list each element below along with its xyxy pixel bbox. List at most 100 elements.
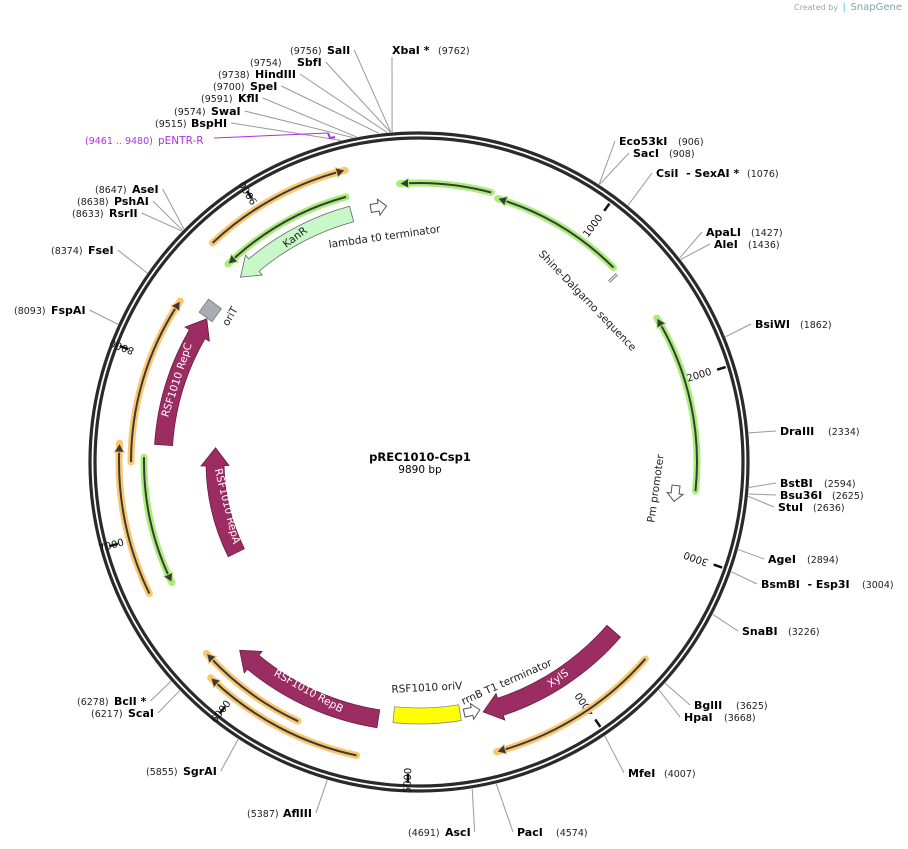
arrowhead-icon bbox=[496, 195, 509, 207]
feature-arrow-green-2[interactable] bbox=[494, 194, 617, 272]
enzyme-name: StuI bbox=[778, 501, 803, 514]
enzyme-site[interactable]: FseI (8374) bbox=[51, 244, 114, 257]
enzyme-leader-line bbox=[150, 680, 172, 702]
arrowhead-icon bbox=[398, 177, 410, 190]
enzyme-name: SbfI bbox=[297, 56, 322, 69]
enzyme-site[interactable]: SgrAI (5855) bbox=[146, 765, 217, 778]
enzyme-position: (1862) bbox=[800, 320, 832, 331]
enzyme-site[interactable]: SnaBI (3226) bbox=[742, 625, 820, 638]
enzyme-site[interactable]: StuI (2636) bbox=[778, 501, 845, 514]
enzyme-site[interactable]: KflI (9591) bbox=[201, 92, 259, 105]
feature-label-rsf1010-oriv[interactable]: RSF1010 oriV bbox=[391, 680, 463, 696]
enzyme-site[interactable]: BsmBI - Esp3I (3004) bbox=[761, 578, 894, 591]
enzyme-site[interactable]: DraIII (2334) bbox=[780, 425, 860, 438]
enzyme-site[interactable]: SpeI (9700) bbox=[213, 80, 277, 93]
feature-orit[interactable] bbox=[198, 298, 223, 323]
feature-label-orit[interactable]: oriT bbox=[220, 304, 241, 328]
feature-rsf1010-repb[interactable] bbox=[239, 649, 381, 729]
enzyme-leader-line bbox=[748, 495, 775, 508]
enzyme-name: BstBI bbox=[780, 477, 813, 490]
enzyme-site[interactable]: RsrII (8633) bbox=[72, 207, 138, 220]
feature-label-pm-promoter[interactable]: Pm promoter bbox=[645, 453, 667, 523]
enzyme-leader-line bbox=[627, 172, 653, 206]
enzyme-site[interactable]: AgeI (2894) bbox=[768, 553, 839, 566]
enzyme-site[interactable]: ScaI (6217) bbox=[91, 707, 154, 720]
feature-arrow-orange-1[interactable] bbox=[493, 655, 649, 756]
feature-rsf1010-oriv[interactable] bbox=[392, 704, 462, 725]
enzyme-site[interactable]: HpaI (3668) bbox=[684, 711, 756, 724]
feature-rsf1010-repc[interactable] bbox=[154, 318, 210, 447]
enzyme-leader-line bbox=[495, 783, 514, 833]
enzyme-site[interactable]: BglII (3625) bbox=[694, 699, 768, 712]
feature-arrow-orange-5[interactable] bbox=[127, 297, 184, 466]
feature-rsf1010-repa[interactable] bbox=[200, 447, 245, 558]
enzyme-name: RsrII bbox=[109, 207, 138, 220]
enzyme-site[interactable]: HindIII (9738) bbox=[218, 68, 296, 81]
enzyme-site[interactable]: BsiWI (1862) bbox=[755, 318, 832, 331]
pm-promoter-icon[interactable] bbox=[665, 484, 685, 503]
feature-arrow-orange-3[interactable] bbox=[207, 674, 361, 759]
primer-leader-line bbox=[213, 132, 329, 139]
feature-xyls[interactable] bbox=[482, 624, 622, 721]
feature-arrow-green-5[interactable] bbox=[224, 193, 350, 268]
enzyme-site[interactable]: AleI (1436) bbox=[714, 238, 780, 251]
enzyme-site[interactable]: PacI (4574) bbox=[517, 826, 588, 839]
enzyme-leader-line bbox=[152, 200, 183, 231]
tick-mark bbox=[603, 202, 611, 212]
feature-arrow-orange-4[interactable] bbox=[113, 439, 153, 598]
arrowhead-icon bbox=[205, 652, 218, 665]
enzyme-site[interactable]: BclI * (6278) bbox=[77, 695, 147, 708]
feature-arrow-green-1[interactable] bbox=[396, 177, 495, 197]
enzyme-site[interactable]: AflIII (5387) bbox=[247, 807, 312, 820]
enzyme-leader-line bbox=[748, 482, 777, 489]
tick-label: 5000 bbox=[402, 768, 414, 794]
enzyme-site[interactable]: MfeI (4007) bbox=[628, 767, 696, 780]
enzyme-site[interactable]: SacI (908) bbox=[633, 147, 695, 160]
enzyme-leader-line bbox=[231, 122, 341, 141]
enzyme-site[interactable]: CsiI - SexAI * (1076) bbox=[656, 167, 779, 180]
enzyme-site[interactable]: ApaLI (1427) bbox=[706, 226, 783, 239]
watermark-prefix: Created by bbox=[794, 3, 839, 12]
enzyme-site[interactable]: FspAI (8093) bbox=[14, 304, 86, 317]
enzyme-leader-line bbox=[117, 249, 148, 274]
feature-arrow-orange-2[interactable] bbox=[202, 649, 302, 725]
tick-mark bbox=[108, 542, 119, 548]
primer-pentr-r[interactable]: (9461 .. 9480) pENTR-R bbox=[85, 132, 336, 147]
enzyme-site[interactable]: BstBI (2594) bbox=[780, 477, 856, 490]
enzyme-position: (8093) bbox=[14, 306, 46, 317]
enzyme-name: SpeI bbox=[250, 80, 277, 93]
tick-label: 1000 bbox=[581, 213, 605, 240]
arrowhead-icon bbox=[495, 743, 508, 755]
enzyme-site[interactable]: SalI (9756) bbox=[290, 44, 350, 57]
enzyme-leader-line bbox=[748, 493, 777, 496]
enzyme-site[interactable]: AscI (4691) bbox=[408, 826, 471, 839]
enzyme-site[interactable]: Bsu36I (2625) bbox=[780, 489, 864, 502]
enzyme-position: (9515) bbox=[155, 119, 187, 130]
enzyme-leader-line bbox=[738, 549, 765, 560]
enzyme-position: (2594) bbox=[824, 479, 856, 490]
lambda-t0-terminator-icon[interactable] bbox=[369, 198, 388, 217]
plasmid-length: 9890 bp bbox=[398, 464, 442, 476]
feature-label-lambda-t0-terminator[interactable]: lambda t0 terminator bbox=[328, 223, 442, 251]
shine-dalgarno-inner bbox=[608, 273, 618, 283]
enzyme-site[interactable]: Eco53kI (906) bbox=[619, 135, 704, 148]
enzyme-site[interactable]: PshAI (8638) bbox=[77, 195, 149, 208]
enzyme-site[interactable]: SbfI (9754) bbox=[250, 56, 322, 69]
feature-label-shine-dalgarno[interactable]: Shine-Dalgarno sequence bbox=[536, 248, 638, 353]
feature-arrow-green-4[interactable] bbox=[140, 453, 176, 587]
enzyme-name: SnaBI bbox=[742, 625, 778, 638]
enzyme-site[interactable]: SwaI (9574) bbox=[174, 105, 241, 118]
feature-arrow-orange-6[interactable] bbox=[209, 166, 349, 247]
enzyme-name: FseI bbox=[88, 244, 114, 257]
enzyme-site[interactable]: BspHI (9515) bbox=[155, 117, 227, 130]
feature-kanr[interactable] bbox=[239, 205, 355, 278]
enzyme-site[interactable]: XbaI * (9762) bbox=[392, 44, 470, 57]
enzyme-name: SalI bbox=[327, 44, 350, 57]
enzyme-site[interactable]: AseI (8647) bbox=[95, 183, 159, 196]
rrnb-t1-terminator-icon[interactable] bbox=[462, 702, 482, 721]
primer-mark bbox=[327, 132, 336, 140]
feature-arrow-green-3[interactable] bbox=[653, 314, 701, 495]
enzyme-name: BsmBI - Esp3I bbox=[761, 578, 850, 591]
enzyme-leader-lines bbox=[89, 49, 777, 833]
enzyme-name: Bsu36I bbox=[780, 489, 822, 502]
